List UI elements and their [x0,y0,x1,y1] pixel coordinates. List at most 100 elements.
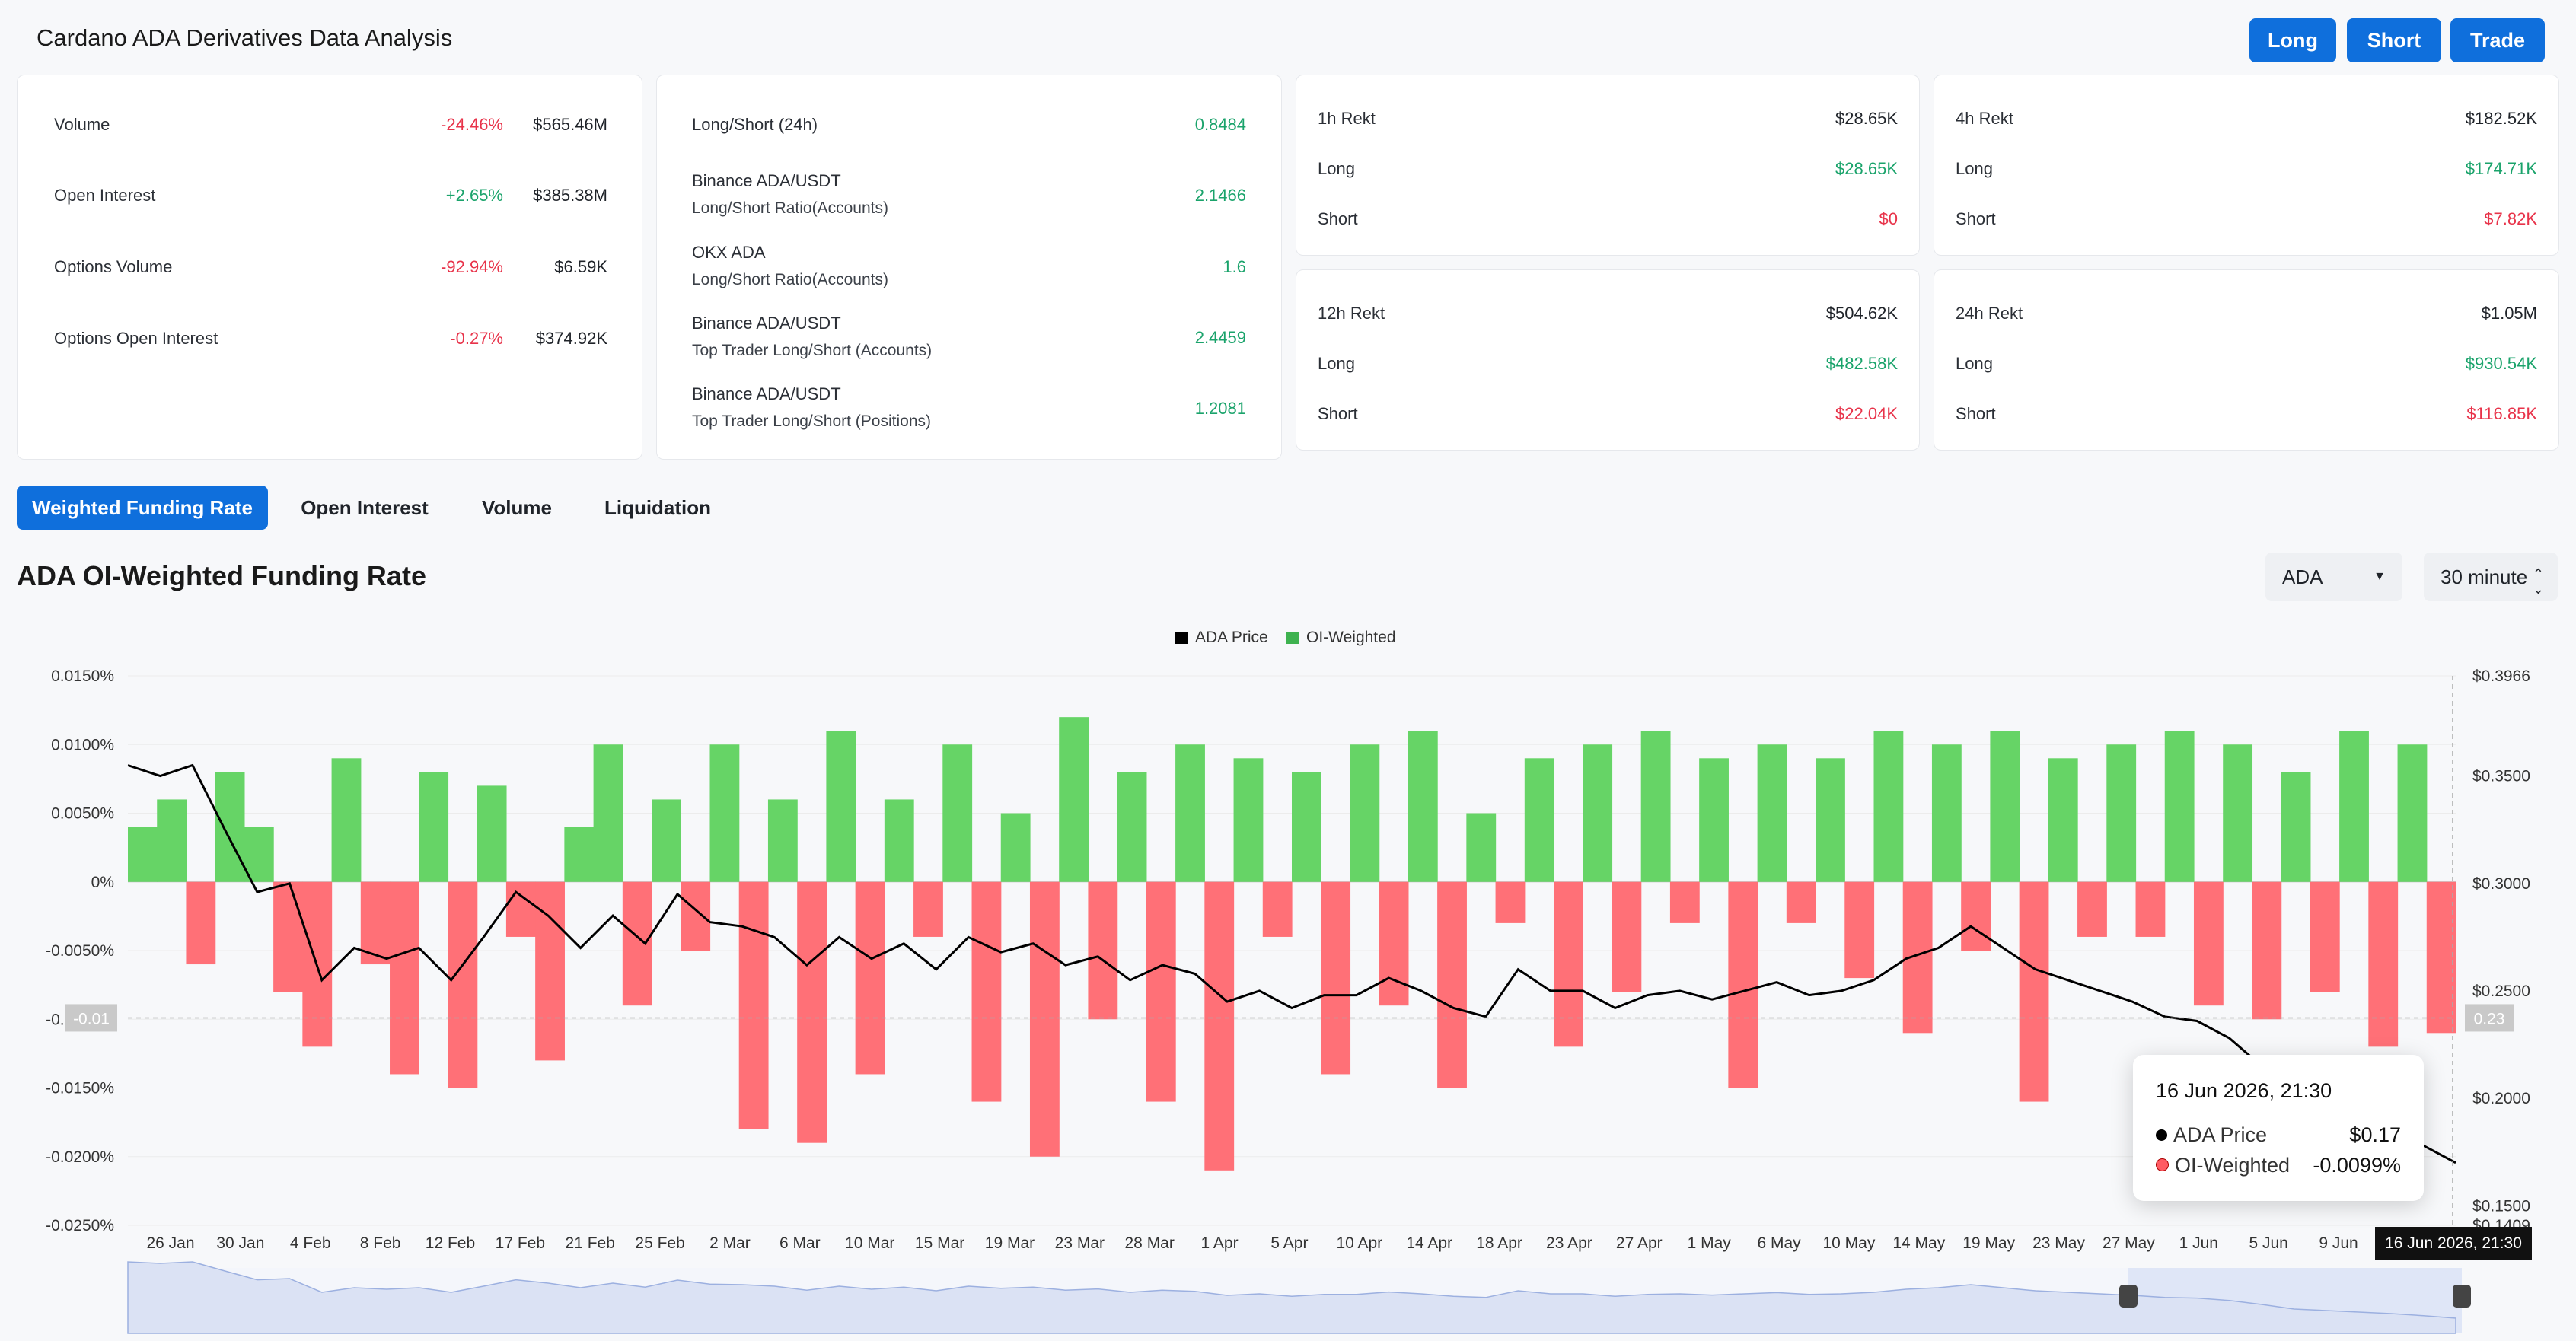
stat-value-options-open-interest: $374.92K [535,329,607,348]
sort-arrows-icon: ⌃ ⌄ [2532,566,2544,597]
funding-rate-positive-bar [709,744,740,882]
x-axis-tick-label: 1 Jun [2179,1234,2218,1252]
stat-value-volume: $565.46M [533,115,607,134]
rekt-long-label: Long [1318,354,1355,373]
ratio-sublabel: Long/Short Ratio(Accounts) [692,199,888,217]
left-axis-tick-label: 0.0050% [51,805,114,823]
stat-change-options-volume: -92.94% [441,257,503,276]
x-axis-tick-label: 28 Mar [1125,1234,1175,1252]
funding-rate-negative-bar [186,881,216,965]
legend-swatch [1286,632,1299,644]
funding-rate-negative-bar [1088,881,1118,1020]
funding-rate-positive-bar [593,744,623,882]
ratio-label: Binance ADA/USDT [692,384,841,403]
funding-rate-positive-bar [2397,744,2428,882]
rekt-total: $504.62K [1825,304,1898,323]
x-axis-tick-label: 27 Apr [1616,1234,1663,1252]
funding-rate-positive-bar [1640,731,1671,882]
navigator-left-handle[interactable] [2119,1285,2138,1308]
funding-rate-negative-bar [2135,881,2166,937]
funding-rate-positive-bar [419,772,449,882]
navigator-series [127,1261,2456,1334]
funding-rate-negative-bar [2310,881,2340,992]
x-axis-tick-label: 5 Apr [1270,1234,1308,1252]
rekt-title: 24h Rekt [1956,304,2023,323]
trade-button[interactable]: Trade [2450,18,2545,62]
funding-rate-negative-bar [1728,881,1758,1088]
chart-tooltip: 16 Jun 2026, 21:30 ADA Price $0.17 OI-We… [2133,1055,2424,1201]
right-axis-tick-label: $0.3000 [2472,875,2530,893]
x-axis-tick-label: 10 Mar [845,1234,894,1252]
tooltip-dot [2156,1129,2167,1141]
x-axis-tick-label: 6 Mar [779,1234,821,1252]
left-axis-tick-label: 0.0100% [51,736,114,753]
x-axis-tick-label: 12 Feb [426,1234,475,1252]
funding-rate-positive-bar [1931,744,1962,882]
funding-rate-negative-bar [1554,881,1583,1047]
asset-select[interactable]: ADA ▼ [2265,553,2402,601]
funding-rate-positive-bar [477,785,507,882]
long-button[interactable]: Long [2249,18,2336,62]
rekt-card-24h: 24h Rekt $1.05M Long $930.54K Short $116… [1934,269,2559,451]
funding-rate-positive-bar [884,799,914,882]
interval-select-value: 30 minute [2441,565,2528,588]
funding-rate-positive-bar [2164,731,2195,882]
tooltip-row-price: ADA Price [2156,1123,2267,1147]
tab-open-interest[interactable]: Open Interest [282,486,448,530]
x-axis-tick-label: 23 Apr [1546,1234,1592,1252]
legend-oi-weighted[interactable]: OI-Weighted [1286,629,1396,647]
stat-change-open-interest: +2.65% [445,186,503,205]
rekt-title: 12h Rekt [1318,304,1385,323]
funding-rate-positive-bar [2048,758,2078,882]
rekt-total: $1.05M [2481,304,2537,323]
legend-label: OI-Weighted [1306,629,1396,646]
funding-rate-positive-bar [1524,758,1554,882]
funding-rate-negative-bar [1495,881,1526,923]
x-axis-tick-label: 6 May [1757,1234,1801,1252]
left-axis-tick-label: -0.0200% [46,1148,114,1166]
funding-rate-negative-bar [2193,881,2224,1006]
funding-rate-negative-bar [855,881,885,1075]
x-axis-tick-label: 9 Jun [2319,1234,2358,1252]
funding-rate-negative-bar [273,881,303,992]
x-axis-tick-label: 25 Feb [635,1234,684,1252]
rekt-title: 1h Rekt [1318,109,1376,128]
tab-liquidation[interactable]: Liquidation [585,486,731,530]
funding-rate-negative-bar [971,881,1002,1102]
crosshair-right-tag [2465,1004,2514,1032]
ada-price-line [127,763,2456,1164]
tab-weighted-funding-rate[interactable]: Weighted Funding Rate [17,486,268,530]
tooltip-label: ADA Price [2173,1123,2268,1146]
x-axis-tick-label: 4 Feb [290,1234,331,1252]
funding-rate-negative-bar [390,881,419,1075]
tooltip-value: $0.17 [2349,1123,2401,1146]
short-button[interactable]: Short [2347,18,2441,62]
x-axis-tick-label: 26 Jan [146,1234,194,1252]
funding-rate-negative-bar [681,881,711,951]
stat-label-options-open-interest: Options Open Interest [54,329,218,348]
tab-volume[interactable]: Volume [460,486,574,530]
funding-rate-negative-bar [2252,881,2282,1020]
navigator-right-handle[interactable] [2453,1285,2471,1308]
funding-rate-positive-bar [564,827,595,882]
funding-rate-positive-bar [1816,758,1845,882]
funding-rate-negative-bar [1204,881,1235,1171]
x-axis-tick-label: 23 Mar [1055,1234,1105,1252]
legend-swatch [1175,632,1188,644]
x-axis-tick-label: 18 Apr [1476,1234,1522,1252]
ratio-label: OKX ADA [692,243,766,262]
interval-select[interactable]: 30 minute ⌃ ⌄ [2424,553,2558,601]
x-axis-tick-label: 30 Jan [216,1234,264,1252]
x-axis-tick-label: 1 May [1688,1234,1732,1252]
rekt-long-value: $930.54K [2465,354,2537,373]
ratio-value: 2.4459 [1194,328,1246,347]
funding-rate-negative-bar [1669,881,1700,923]
funding-rate-negative-bar [535,881,565,1061]
rekt-long-label: Long [1956,354,1993,373]
legend-ada-price[interactable]: ADA Price [1175,629,1268,647]
tooltip-date: 16 Jun 2026, 21:30 [2156,1079,2332,1102]
left-axis-tick-label: -0.0150% [46,1080,114,1097]
funding-rate-negative-bar [1029,881,1060,1157]
rekt-short-value: $22.04K [1835,404,1898,423]
